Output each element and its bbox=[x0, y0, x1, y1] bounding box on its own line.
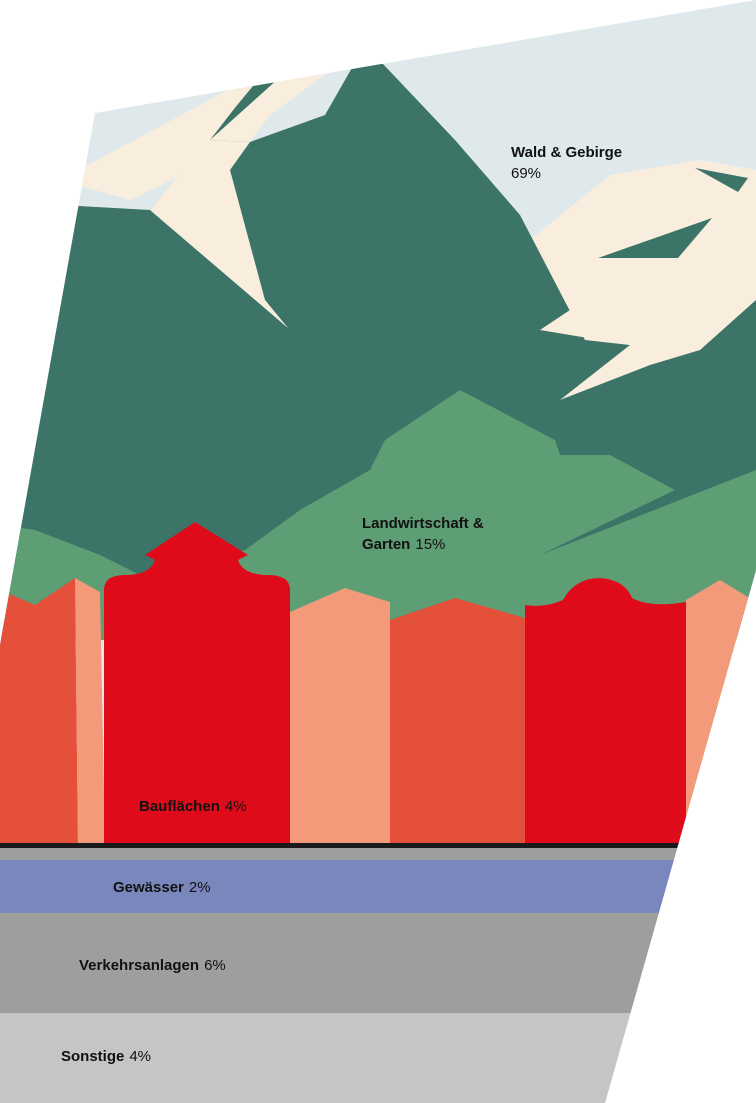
snow-patch-left bbox=[150, 78, 288, 328]
building-2 bbox=[75, 578, 105, 845]
building-4 bbox=[290, 588, 390, 845]
value-wald-gebirge: 69% bbox=[511, 165, 541, 182]
snow-patch-right bbox=[540, 250, 756, 345]
label-landwirtschaft-line1: Landwirtschaft & bbox=[362, 515, 484, 532]
label-bauflaechen: Bauflächen 4% bbox=[139, 798, 247, 815]
building-7 bbox=[686, 580, 756, 845]
building-6-hall bbox=[525, 578, 686, 845]
label-gewaesser: Gewässer 2% bbox=[113, 879, 211, 896]
building-1 bbox=[0, 578, 78, 845]
forest-patch-right bbox=[598, 218, 712, 258]
ground-line bbox=[0, 843, 756, 848]
forest-peak-right bbox=[695, 168, 748, 192]
label-verkehrsanlagen: Verkehrsanlagen 6% bbox=[79, 957, 226, 974]
building-3-tower bbox=[104, 522, 290, 845]
traffic-band bbox=[0, 913, 756, 1013]
water-band bbox=[0, 860, 756, 913]
label-landwirtschaft-line2: Garten 15% bbox=[362, 536, 445, 553]
label-wald-gebirge: Wald & Gebirge bbox=[511, 144, 622, 161]
ground-strip bbox=[0, 848, 756, 860]
building-5 bbox=[390, 598, 525, 845]
label-sonstige: Sonstige 4% bbox=[61, 1048, 151, 1065]
